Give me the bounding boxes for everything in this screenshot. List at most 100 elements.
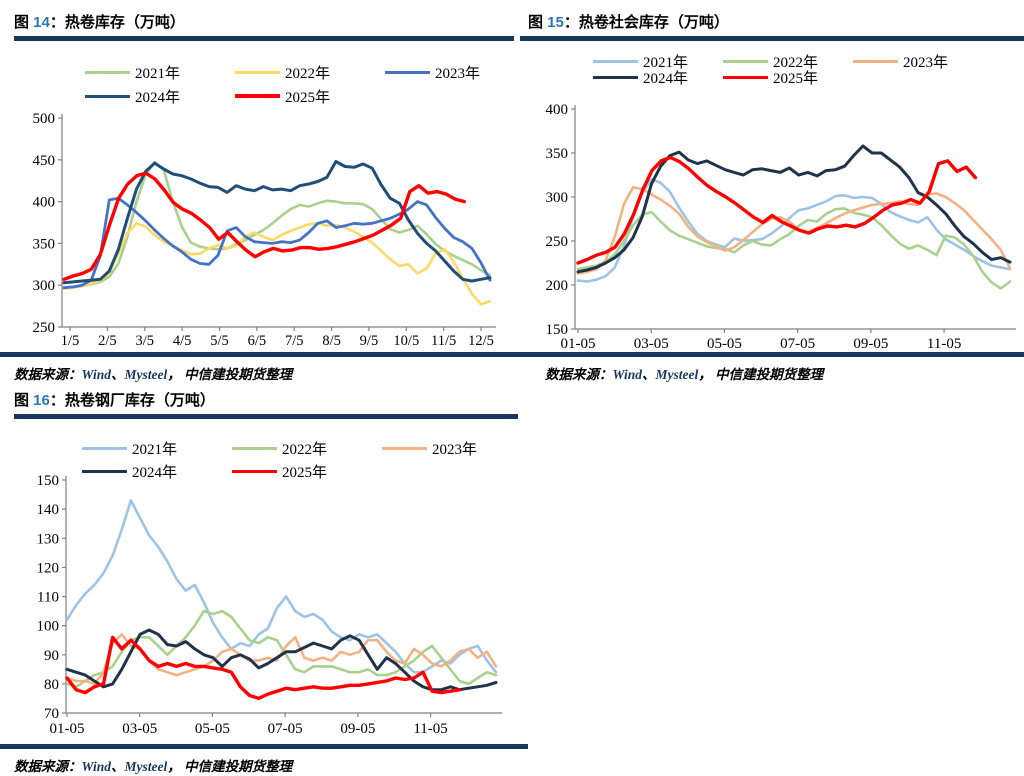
figure14-chart-canvas: 500 450 400 350 300 250 1/5 2/5 3/5 4/5 5/5 6/5 7/5 8… bbox=[33, 111, 496, 349]
figure16-title-divider bbox=[14, 414, 518, 419]
series-line-2022 bbox=[62, 222, 492, 306]
legend-item-2021: 2021年 bbox=[82, 438, 232, 459]
legend-label: 2024年 bbox=[132, 465, 178, 481]
y-tick-label: 150 bbox=[546, 322, 569, 338]
x-tick-label: 2/5 bbox=[98, 333, 117, 349]
legend-line-swatch bbox=[232, 469, 277, 474]
legend-item-2025: 2025年 bbox=[232, 461, 382, 482]
source-sep: 、 bbox=[111, 367, 125, 382]
y-tick-label: 250 bbox=[33, 320, 56, 336]
x-tick-label: 8/5 bbox=[322, 333, 341, 349]
legend-row: 2021年 2022年 2023年 bbox=[593, 51, 983, 72]
source-label: 数据来源： bbox=[14, 367, 82, 382]
source-wind: Wind bbox=[81, 367, 112, 382]
legend-line-swatch bbox=[385, 70, 430, 74]
y-tick-label: 150 bbox=[37, 474, 60, 489]
legend-item-2024: 2024年 bbox=[593, 67, 723, 88]
x-tick-label: 7/5 bbox=[285, 333, 304, 349]
legend-item-2024: 2024年 bbox=[85, 86, 235, 107]
figure16-legend: 2021年 2022年 2023年 2024年 2025年 bbox=[82, 437, 532, 483]
source-label: 数据来源： bbox=[545, 367, 613, 382]
legend-line-swatch bbox=[85, 94, 130, 98]
y-tick-label: 350 bbox=[33, 236, 56, 252]
series-line-2025 bbox=[576, 155, 978, 265]
x-tick-label: 5/5 bbox=[210, 333, 229, 349]
legend-line-swatch bbox=[232, 447, 277, 450]
x-tick-label: 9/5 bbox=[360, 333, 379, 349]
x-tick-label: 03-05 bbox=[122, 721, 157, 737]
legend-label: 2025年 bbox=[773, 71, 819, 88]
series-line-2021 bbox=[65, 499, 498, 674]
source-wind: Wind bbox=[612, 367, 643, 382]
series-line-2024 bbox=[65, 628, 498, 692]
series-line-2024 bbox=[62, 160, 492, 285]
source-mysteel: Mysteel bbox=[124, 367, 168, 382]
figure14-15-bottom-divider bbox=[0, 352, 1024, 357]
legend-label: 2022年 bbox=[773, 54, 819, 71]
x-tick-label: 6/5 bbox=[248, 333, 267, 349]
figure14-title-divider bbox=[14, 36, 514, 41]
source-org: 中信建投期货整理 bbox=[184, 759, 293, 774]
figure14-title-number: 14 bbox=[33, 14, 50, 31]
y-tick-label: 90 bbox=[44, 648, 59, 664]
legend-item-2022: 2022年 bbox=[232, 438, 382, 459]
legend-row: 2024年 2025年 bbox=[82, 460, 532, 483]
legend-line-swatch bbox=[593, 76, 638, 80]
x-tick-label: 10/5 bbox=[393, 333, 419, 349]
legend-label: 2024年 bbox=[135, 89, 181, 106]
y-tick-label: 80 bbox=[44, 677, 59, 693]
figure16-source: 数据来源：Wind、Mysteel， 中信建投期货整理 bbox=[14, 755, 292, 775]
figure16-title-text: ：热卷钢厂库存（万吨） bbox=[49, 392, 215, 409]
legend-item-2022: 2022年 bbox=[235, 62, 385, 83]
source-mysteel: Mysteel bbox=[124, 759, 168, 774]
legend-label: 2025年 bbox=[282, 465, 328, 481]
legend-label: 2022年 bbox=[282, 442, 328, 458]
figure16-title-word: 图 bbox=[14, 392, 34, 409]
legend-line-swatch bbox=[82, 470, 127, 473]
legend-row: 2024年 2025年 bbox=[593, 70, 983, 87]
y-tick-label: 120 bbox=[37, 560, 60, 576]
source-sep: 、 bbox=[642, 367, 656, 382]
figure15-title-text: ：热卷社会库存（万吨） bbox=[563, 14, 729, 31]
y-tick-label: 70 bbox=[44, 706, 59, 722]
legend-item-2023: 2023年 bbox=[385, 62, 535, 83]
y-tick-label: 200 bbox=[546, 278, 569, 294]
y-tick-label: 500 bbox=[33, 111, 56, 127]
source-sep: 、 bbox=[111, 759, 125, 774]
figure14-source: 数据来源：Wind、Mysteel， 中信建投期货整理 bbox=[14, 363, 292, 383]
figure15-legend: 2021年 2022年 2023年 2024年 2025年 bbox=[593, 51, 983, 87]
x-tick-label: 05-05 bbox=[707, 336, 742, 352]
legend-item-2025: 2025年 bbox=[235, 86, 385, 107]
legend-line-swatch bbox=[593, 59, 638, 63]
figure14-legend: 2021年 2022年 2023年 2024年 2025年 bbox=[85, 60, 535, 108]
y-tick-label: 110 bbox=[37, 590, 59, 606]
x-tick-label: 11/5 bbox=[431, 333, 456, 349]
figure15-source: 数据来源：Wind、Mysteel， 中信建投期货整理 bbox=[545, 363, 823, 383]
x-tick-label: 09-05 bbox=[340, 721, 375, 737]
legend-item-2023: 2023年 bbox=[853, 51, 983, 72]
y-tick-label: 140 bbox=[37, 502, 60, 518]
series-line-2025 bbox=[62, 171, 467, 282]
legend-line-swatch bbox=[85, 70, 130, 74]
figure15-title-word: 图 bbox=[528, 14, 548, 31]
legend-label: 2023年 bbox=[432, 442, 478, 458]
legend-line-swatch bbox=[723, 76, 768, 80]
legend-line-swatch bbox=[235, 70, 280, 74]
series-line-2025 bbox=[65, 635, 462, 701]
figure16-title-number: 16 bbox=[33, 392, 50, 409]
y-tick-label: 300 bbox=[546, 190, 569, 206]
source-org: 中信建投期货整理 bbox=[184, 367, 293, 382]
legend-row: 2021年 2022年 2023年 bbox=[85, 60, 535, 84]
y-tick-label: 400 bbox=[33, 195, 56, 211]
legend-label: 2022年 bbox=[285, 65, 331, 82]
figure14-title-word: 图 bbox=[14, 14, 34, 31]
legend-item-2022: 2022年 bbox=[723, 51, 853, 72]
series-line-2021 bbox=[62, 160, 492, 290]
legend-item-2025: 2025年 bbox=[723, 67, 853, 88]
source-sep: ， bbox=[698, 367, 716, 382]
x-tick-label: 4/5 bbox=[173, 333, 192, 349]
figure16-title: 图 16：热卷钢厂库存（万吨） bbox=[14, 389, 215, 410]
